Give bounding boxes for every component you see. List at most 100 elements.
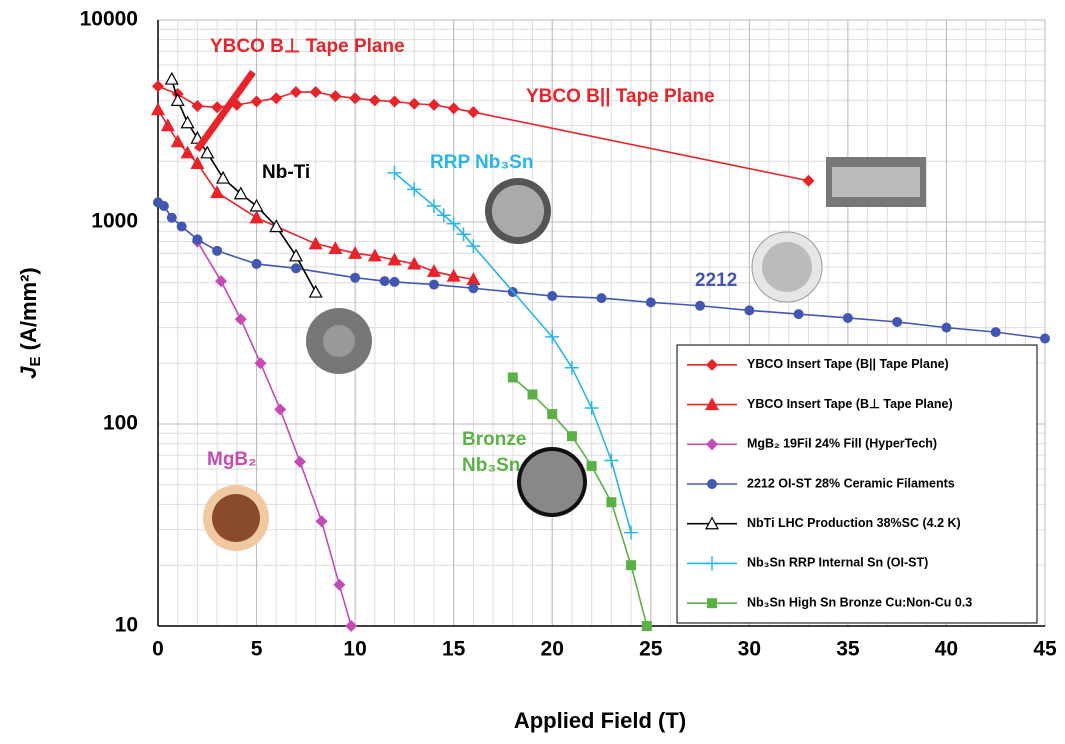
y-tick-label: 1000 [91,210,138,233]
point [167,213,177,223]
point [547,409,557,419]
y-tick-label: 100 [103,412,138,435]
series [166,73,322,297]
bronze-image-inner [521,451,583,513]
point [991,327,1001,337]
point [159,201,169,211]
point [251,212,263,223]
x-tick-label: 0 [152,638,164,661]
y-label-main: J [16,366,41,379]
x-tick-label: 25 [639,638,663,661]
point [192,234,202,244]
point [508,372,518,382]
point [212,246,222,256]
point [467,106,479,118]
point [642,621,652,631]
x-tick-label: 10 [343,638,366,661]
chart: 0 5 10 15 20 25 30 35 40 45 10 100 1000 10000 YBCO B⊥… [0,0,1065,744]
legend-label: MgB₂ 19Fil 24% Fill (HyperTech) [747,437,937,451]
arrow [197,72,253,150]
point [547,291,557,301]
point [587,461,597,471]
legend-label: YBCO Insert Tape (B|| Tape Plane) [747,357,949,371]
point [624,526,638,540]
y-label-rest: (A/mm²) [16,267,41,356]
point [567,431,577,441]
point [316,515,328,527]
point [802,175,814,187]
legend-label: 2212 OI-ST 28% Ceramic Filaments [747,476,955,490]
point [350,273,360,283]
ybco-image-inner [832,167,920,197]
point [349,92,361,104]
y-tick-label: 10 [115,614,138,637]
annotation: Bronze [462,429,526,450]
nbti-image-inner [323,325,355,357]
y-axis-label: JE (A/mm²) [16,267,44,378]
point [172,136,184,147]
point [182,117,194,128]
x-tick-label: 5 [251,638,263,661]
legend-label: NbTi LHC Production 38%SC (4.2 K) [747,516,961,530]
point [408,98,420,110]
point [744,305,754,315]
point [290,250,302,261]
point [380,276,390,286]
legend-label: Nb₃Sn RRP Internal Sn (OI-ST) [747,556,928,570]
annotation: RRP Nb₃Sn [430,152,533,173]
x-tick-label: 45 [1033,638,1057,661]
series [153,197,1050,343]
y-label-sub: E [27,356,44,366]
x-axis-label: Applied Field (T) [514,708,686,733]
point [152,104,164,115]
point [369,94,381,106]
line [197,242,351,626]
mgb2-image-inner [212,494,260,542]
line [158,202,1045,338]
point [528,389,538,399]
legend-marker [707,598,717,608]
point [251,95,263,107]
point [429,280,439,290]
point [217,172,229,183]
annotation: Nb-Ti [262,162,310,183]
x-tick-label: 20 [541,638,564,661]
annotation: YBCO B|| Tape Plane [526,86,715,107]
point [152,80,164,92]
point [251,200,263,211]
x-tick-label: 15 [442,638,466,661]
legend-label: Nb₃Sn High Sn Bronze Cu:Non-Cu 0.3 [747,595,972,609]
point [646,297,656,307]
bi2212-image-inner [762,242,812,292]
point [448,102,460,114]
point [597,293,607,303]
point [626,560,636,570]
x-tick-label: 35 [836,638,860,661]
x-tick-label: 40 [935,638,958,661]
point [390,277,400,287]
legend: YBCO Insert Tape (B|| Tape Plane)YBCO In… [677,345,1037,623]
annotation: 2212 [695,270,737,291]
annotation: MgB₂ [207,449,257,470]
series [191,236,357,632]
legend-marker [707,479,717,489]
annotation: YBCO B⊥ Tape Plane [210,36,405,57]
point [201,147,213,158]
point [606,497,616,507]
point [843,313,853,323]
point [191,100,203,112]
point [941,323,951,333]
point [695,301,705,311]
point [211,186,223,197]
point [310,238,322,249]
y-tick-label: 10000 [80,8,138,31]
point [310,286,322,297]
x-tick-label: 30 [738,638,761,661]
point [468,283,478,293]
point [166,73,178,84]
annotation: Nb₃Sn [462,455,520,476]
rrp-image-inner [492,185,544,237]
point [892,317,902,327]
point [310,86,322,98]
point [177,221,187,231]
